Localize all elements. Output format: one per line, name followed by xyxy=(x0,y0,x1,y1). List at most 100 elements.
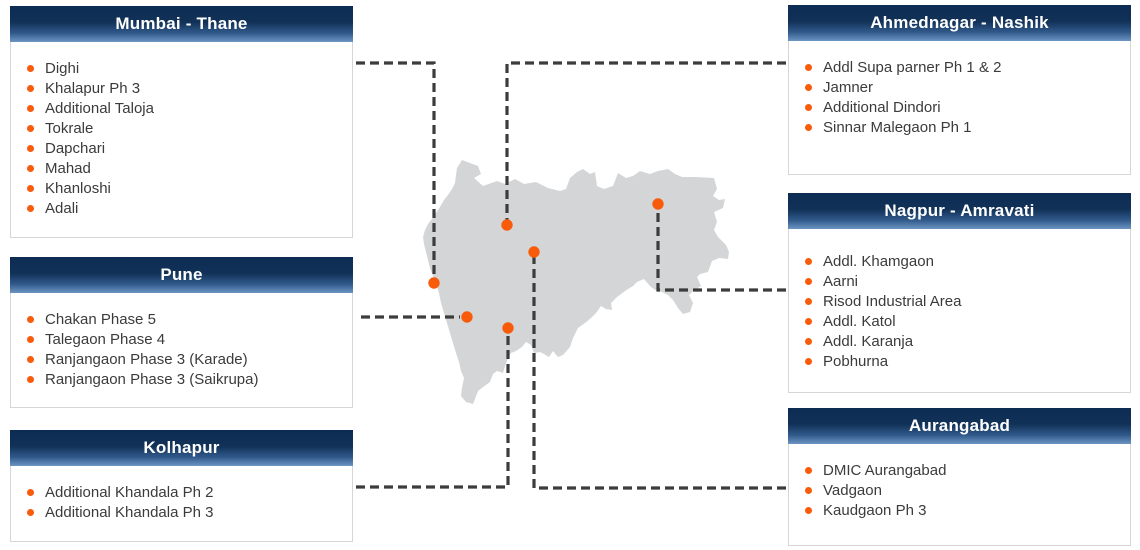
list-item: Additional Taloja xyxy=(11,98,352,118)
list-item-label: Mahad xyxy=(45,159,91,177)
list-item-label: Vadgaon xyxy=(823,481,882,499)
connector-lines xyxy=(356,61,786,490)
bullet-icon xyxy=(27,124,34,132)
bullet-icon xyxy=(27,375,34,383)
list-item: Kaudgaon Ph 3 xyxy=(789,500,1130,520)
maharashtra-map-shape xyxy=(423,160,729,404)
connector-line-aurangabad xyxy=(532,252,786,490)
region-title: Nagpur - Amravati xyxy=(788,193,1131,229)
list-item-label: Additional Taloja xyxy=(45,99,154,117)
connector-line-nagpur-amravati xyxy=(656,204,786,292)
list-item: Khanloshi xyxy=(11,178,352,198)
list-item: Additional Khandala Ph 3 xyxy=(11,502,352,522)
list-item: Adali xyxy=(11,198,352,218)
list-item: Mahad xyxy=(11,158,352,178)
bullet-icon xyxy=(27,315,34,323)
bullet-icon xyxy=(805,277,812,285)
list-item: Talegaon Phase 4 xyxy=(11,329,352,349)
connector-line-kolhapur xyxy=(356,328,510,489)
list-item: Ranjangaon Phase 3 (Saikrupa) xyxy=(11,369,352,389)
list-item-label: Additional Khandala Ph 3 xyxy=(45,503,214,521)
list-item-label: Jamner xyxy=(823,78,874,96)
list-item-label: Additional Dindori xyxy=(823,98,941,116)
list-item-label: Ranjangaon Phase 3 (Saikrupa) xyxy=(45,370,259,388)
map-marker-mumbai-thane xyxy=(428,277,440,289)
region-box-mumbai-thane: Mumbai - Thane Dighi Khalapur Ph 3 Additio… xyxy=(10,6,353,238)
list-item-label: Ranjangaon Phase 3 (Karade) xyxy=(45,350,248,368)
bullet-icon xyxy=(27,84,34,92)
bullet-icon xyxy=(805,337,812,345)
region-list: Addl. Khamgaon Aarni Risod Industrial Area… xyxy=(788,229,1131,393)
list-item: Risod Industrial Area xyxy=(789,291,1130,311)
region-title: Aurangabad xyxy=(788,408,1131,444)
list-item: Addl Supa parner Ph 1 & 2 xyxy=(789,57,1130,77)
bullet-icon xyxy=(805,317,812,325)
list-item-label: Dighi xyxy=(45,59,80,77)
map-marker-kolhapur xyxy=(502,322,514,334)
list-item: Additional Dindori xyxy=(789,97,1130,117)
map-marker-ahmednagar-nashik xyxy=(501,219,513,231)
bullet-icon xyxy=(805,486,812,494)
list-item: Ranjangaon Phase 3 (Karade) xyxy=(11,349,352,369)
bullet-icon xyxy=(27,184,34,192)
list-item: Chakan Phase 5 xyxy=(11,309,352,329)
list-item: Pobhurna xyxy=(789,351,1130,371)
bullet-icon xyxy=(805,257,812,265)
list-item-label: Aarni xyxy=(823,272,859,290)
list-item: Addl. Khamgaon xyxy=(789,251,1130,271)
bullet-icon xyxy=(805,63,812,71)
bullet-icon xyxy=(27,64,34,72)
map-marker-aurangabad xyxy=(528,246,540,258)
list-item-label: Sinnar Malegaon Ph 1 xyxy=(823,118,972,136)
list-item-label: Addl. Khamgaon xyxy=(823,252,934,270)
region-title: Pune xyxy=(10,257,353,293)
list-item-label: Addl Supa parner Ph 1 & 2 xyxy=(823,58,1002,76)
list-item-label: Dapchari xyxy=(45,139,106,157)
region-box-kolhapur: Kolhapur Additional Khandala Ph 2 Additio… xyxy=(10,430,353,542)
list-item: Sinnar Malegaon Ph 1 xyxy=(789,117,1130,137)
region-list: Dighi Khalapur Ph 3 Additional Taloja Tokra… xyxy=(10,42,353,238)
region-box-ahmednagar-nashik: Ahmednagar - Nashik Addl Supa parner Ph … xyxy=(788,5,1131,175)
region-title: Mumbai - Thane xyxy=(10,6,353,42)
list-item-label: Kaudgaon Ph 3 xyxy=(823,501,927,519)
list-item: Dighi xyxy=(11,58,352,78)
list-item: Addl. Katol xyxy=(789,311,1130,331)
bullet-icon xyxy=(805,357,812,365)
list-item-label: DMIC Aurangabad xyxy=(823,461,947,479)
list-item: Vadgaon xyxy=(789,480,1130,500)
location-markers xyxy=(428,198,664,334)
bullet-icon xyxy=(27,144,34,152)
bullet-icon xyxy=(27,508,34,516)
list-item-label: Khalapur Ph 3 xyxy=(45,79,141,97)
map-marker-nagpur-amravati xyxy=(652,198,664,210)
bullet-icon xyxy=(805,83,812,91)
bullet-icon xyxy=(805,103,812,111)
bullet-icon xyxy=(27,204,34,212)
list-item-label: Addl. Katol xyxy=(823,312,896,330)
list-item: Aarni xyxy=(789,271,1130,291)
list-item: Dapchari xyxy=(11,138,352,158)
list-item-label: Pobhurna xyxy=(823,352,889,370)
list-item: Additional Khandala Ph 2 xyxy=(11,482,352,502)
bullet-icon xyxy=(805,123,812,131)
region-list: DMIC Aurangabad Vadgaon Kaudgaon Ph 3 xyxy=(788,444,1131,546)
bullet-icon xyxy=(27,355,34,363)
list-item-label: Adali xyxy=(45,199,79,217)
bullet-icon xyxy=(805,297,812,305)
region-list: Addl Supa parner Ph 1 & 2 Jamner Additiona… xyxy=(788,41,1131,175)
list-item-label: Tokrale xyxy=(45,119,94,137)
bullet-icon xyxy=(805,466,812,474)
bullet-icon xyxy=(805,506,812,514)
connector-line-mumbai-thane xyxy=(356,61,436,283)
region-title: Ahmednagar - Nashik xyxy=(788,5,1131,41)
list-item: Khalapur Ph 3 xyxy=(11,78,352,98)
list-item: DMIC Aurangabad xyxy=(789,460,1130,480)
region-title: Kolhapur xyxy=(10,430,353,466)
bullet-icon xyxy=(27,488,34,496)
region-box-aurangabad: Aurangabad DMIC Aurangabad Vadgaon Kaudgao… xyxy=(788,408,1131,546)
list-item-label: Risod Industrial Area xyxy=(823,292,962,310)
region-box-nagpur-amravati: Nagpur - Amravati Addl. Khamgaon Aarni Ris… xyxy=(788,193,1131,393)
bullet-icon xyxy=(27,104,34,112)
